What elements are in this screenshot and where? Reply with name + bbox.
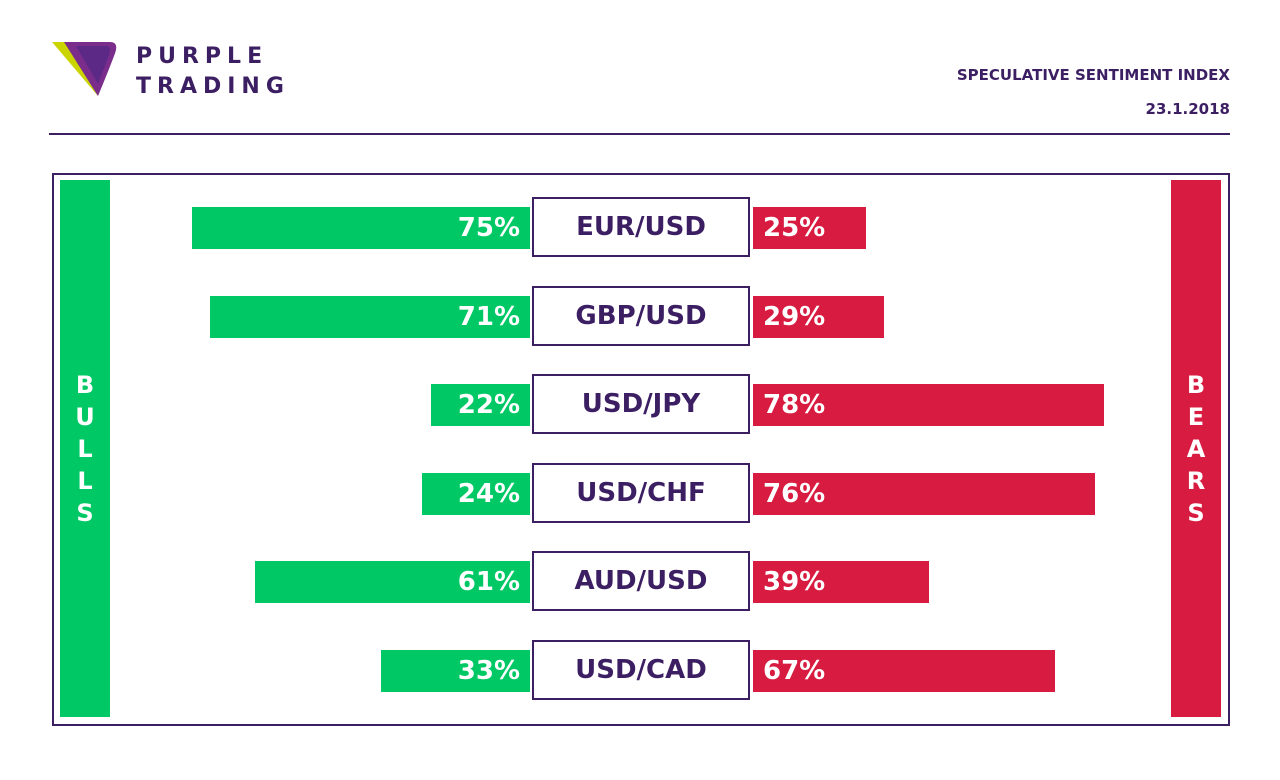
bear-bar: 39% [753,561,929,603]
header-divider [49,133,1230,135]
bull-bar: 75% [192,207,530,249]
currency-pair-label: GBP/USD [532,286,750,346]
sentiment-row: 71% GBP/USD 29% [0,286,1280,346]
currency-pair-label: AUD/USD [532,551,750,611]
sentiment-row: 24% USD/CHF 76% [0,463,1280,523]
bull-bar: 71% [210,296,530,338]
bear-bar: 29% [753,296,884,338]
bull-bar: 24% [422,473,530,515]
chart-date: 23.1.2018 [1145,100,1230,118]
bears-side-bar: BEARS [1171,180,1221,717]
sentiment-row: 61% AUD/USD 39% [0,551,1280,611]
logo-mark-icon [52,42,117,96]
currency-pair-label: USD/CHF [532,463,750,523]
chart-frame [52,173,1230,726]
logo-text-line2: TRADING [136,74,290,99]
sentiment-row: 75% EUR/USD 25% [0,197,1280,257]
purple-trading-logo: PURPLE TRADING [52,38,312,102]
bull-bar: 22% [431,384,530,426]
bears-label: BEARS [1186,370,1206,527]
bear-bar: 76% [753,473,1095,515]
chart-title: SPECULATIVE SENTIMENT INDEX [956,66,1230,84]
bull-bar: 33% [381,650,530,692]
sentiment-row: 33% USD/CAD 67% [0,640,1280,700]
bear-bar: 78% [753,384,1104,426]
currency-pair-label: USD/JPY [532,374,750,434]
bulls-label: BULLS [75,370,95,527]
sentiment-row: 22% USD/JPY 78% [0,374,1280,434]
bulls-side-bar: BULLS [60,180,110,717]
header-info: SPECULATIVE SENTIMENT INDEX 23.1.2018 [957,58,1230,126]
currency-pair-label: USD/CAD [532,640,750,700]
bull-bar: 61% [255,561,530,603]
currency-pair-label: EUR/USD [532,197,750,257]
bear-bar: 67% [753,650,1055,692]
logo-text-line1: PURPLE [136,44,269,69]
bear-bar: 25% [753,207,866,249]
